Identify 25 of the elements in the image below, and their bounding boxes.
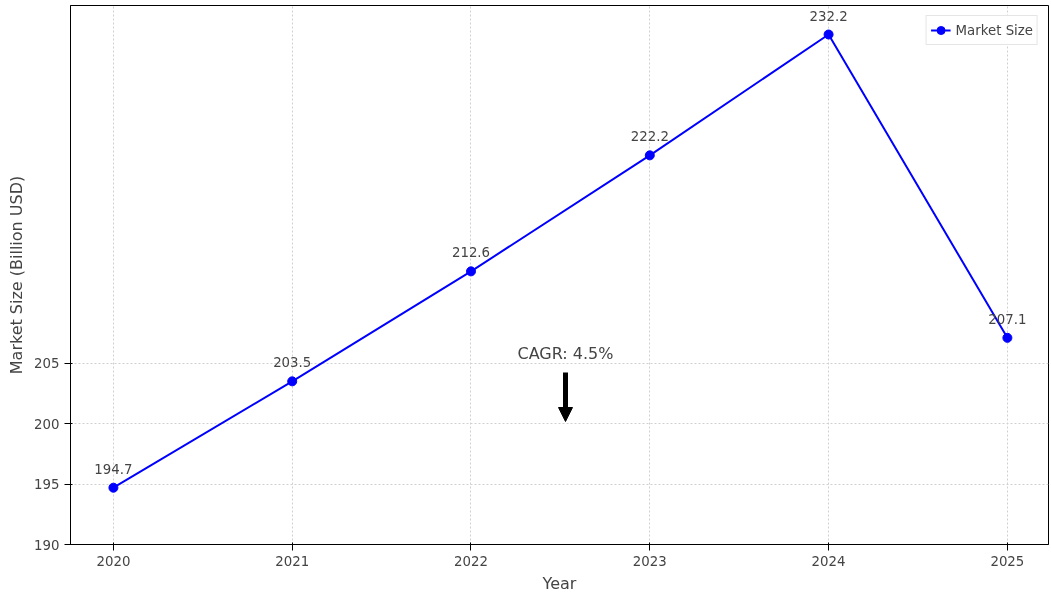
x-tick-label: 2021 [275,553,310,569]
y-axis-title: Market Size (Billion USD) [7,175,27,375]
x-tick-label: 2025 [990,553,1025,569]
data-label: 203.5 [273,355,312,371]
x-axis-title: Year [541,573,577,593]
point [466,266,476,277]
x-tick-label: 2023 [632,553,667,569]
data-label: 232.2 [809,8,848,24]
point [287,376,298,387]
y-tick-label: 205 [34,356,60,372]
y-tick-label: 200 [34,416,60,432]
x-tick-label: 2022 [454,553,488,569]
annotation: CAGR: 4.5% [517,343,614,363]
y-tick-label: 190 [34,537,60,553]
data-label: 194.7 [94,461,133,477]
x-tick-label: 2024 [811,553,846,569]
point [108,482,119,493]
legend-label: Market Size [955,22,1033,38]
data-label: 222.2 [630,129,669,145]
x-tick-label: 2020 [96,553,131,569]
data-label: 212.6 [451,245,491,261]
point [644,150,655,161]
point [823,29,834,40]
y-tick-label: 195 [34,477,60,493]
point [1002,332,1013,343]
